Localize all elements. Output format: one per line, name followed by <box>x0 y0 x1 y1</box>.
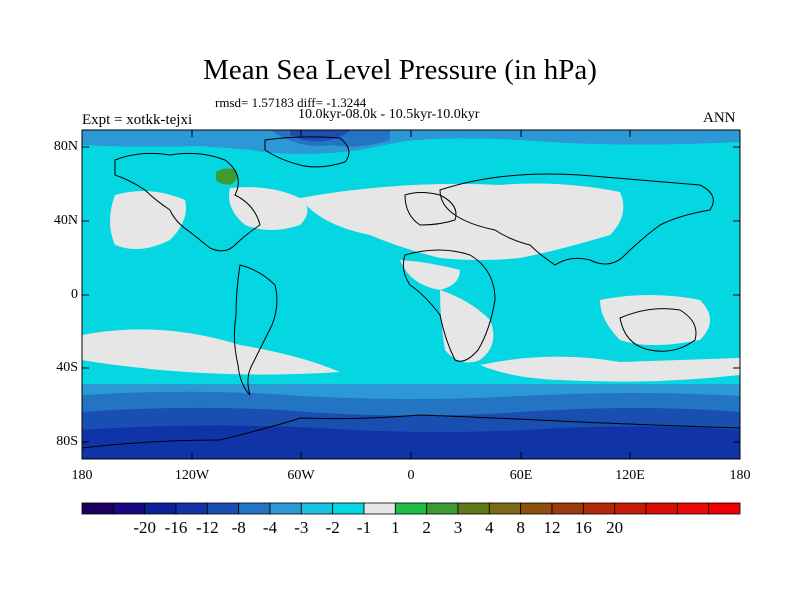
lon-label: 60E <box>509 468 533 483</box>
colorbar <box>81 502 741 515</box>
colorbar-segment <box>488 502 522 515</box>
colorbar-segment <box>269 502 302 515</box>
colorbar-label: 8 <box>516 518 525 537</box>
coast-north-america <box>114 152 261 252</box>
colorbar-label: -1 <box>356 518 372 537</box>
coast-greenland <box>264 136 350 168</box>
colorbar-segment <box>708 502 741 515</box>
neutral-sahara <box>400 260 460 290</box>
colorbar-segment <box>520 502 553 515</box>
colorbar-label: 20 <box>606 518 624 537</box>
colorbar-segment <box>112 502 146 515</box>
colorbar-segment <box>676 502 710 515</box>
colorbar-segment <box>457 502 490 515</box>
neutral-north-pacific <box>110 191 186 249</box>
colorbar-segment <box>363 502 396 515</box>
lon-label: 180 <box>729 468 751 483</box>
colorbar-segment <box>394 502 428 515</box>
colorbar-label: 16 <box>574 518 592 537</box>
colorbar-segment <box>645 502 678 515</box>
colorbar-segment <box>238 502 271 515</box>
colorbar-label: -4 <box>262 518 278 537</box>
comparison-period: 10.0kyr-08.0k - 10.5kyr-10.0kyr <box>298 107 480 122</box>
neutral-south-africa <box>440 290 494 363</box>
coast-antarctica <box>82 414 740 449</box>
colorbar-label: 3 <box>453 518 463 537</box>
lon-label: 0 <box>407 468 415 483</box>
neutral-eurasia <box>300 183 624 260</box>
colorbar-label: -2 <box>325 518 340 537</box>
coastlines <box>82 136 740 449</box>
map-title: Mean Sea Level Pressure (in hPa) <box>203 54 597 86</box>
colorbar-label: -20 <box>133 518 156 537</box>
lat-label: 0 <box>71 287 78 302</box>
colorbar-segment <box>551 502 584 515</box>
colorbar-label: 4 <box>485 518 494 537</box>
colorbar-segment <box>206 502 240 515</box>
coast-asia <box>439 173 714 266</box>
lon-label: 60W <box>287 468 315 483</box>
neutral-north-atlantic-west <box>229 187 308 230</box>
band-polar <box>82 425 740 459</box>
colorbar-label: 2 <box>422 518 431 537</box>
colorbar-label: -16 <box>164 518 188 537</box>
neutral-southern-indian <box>480 356 740 382</box>
lon-label: 120W <box>174 468 210 483</box>
coast-europe <box>404 192 457 226</box>
colorbar-label: 1 <box>391 518 400 537</box>
neutral-south-pacific <box>82 329 340 375</box>
colorbar-label: -8 <box>231 518 246 537</box>
season-label: ANN <box>703 110 736 126</box>
colorbar-segment <box>175 502 208 515</box>
rmsd-diff-stats: rmsd= 1.57183 diff= -1.3244 <box>215 95 367 110</box>
colorbar-segment <box>300 502 334 515</box>
colorbar-segment <box>426 502 459 515</box>
coast-south-america <box>233 264 278 396</box>
hudson-positive-anomaly <box>216 168 238 185</box>
coast-australia <box>619 308 697 352</box>
band-arctic <box>82 130 740 154</box>
colorbar-label: -12 <box>195 518 219 537</box>
coast-africa <box>402 249 496 362</box>
neutral-australia <box>600 295 710 345</box>
colorbar-label: 12 <box>543 518 561 537</box>
lon-label: 180 <box>71 468 93 483</box>
map-field <box>82 130 740 459</box>
lat-label: 80N <box>53 139 78 154</box>
experiment-label: Expt = xotkk-tejxi <box>82 112 193 128</box>
colorbar-segment <box>81 502 114 515</box>
colorbar-segment <box>144 502 177 515</box>
lat-label: 40S <box>56 360 78 375</box>
colorbar-segment <box>614 502 647 515</box>
lat-label: 80S <box>56 434 78 449</box>
colorbar-segment <box>582 502 616 515</box>
axis-ticks <box>82 130 740 459</box>
lon-label: 120E <box>615 468 645 483</box>
greenland-anomaly-2 <box>290 130 350 142</box>
lat-label: 40N <box>53 213 78 228</box>
colorbar-segment <box>332 502 365 515</box>
colorbar-label: -3 <box>294 518 309 537</box>
